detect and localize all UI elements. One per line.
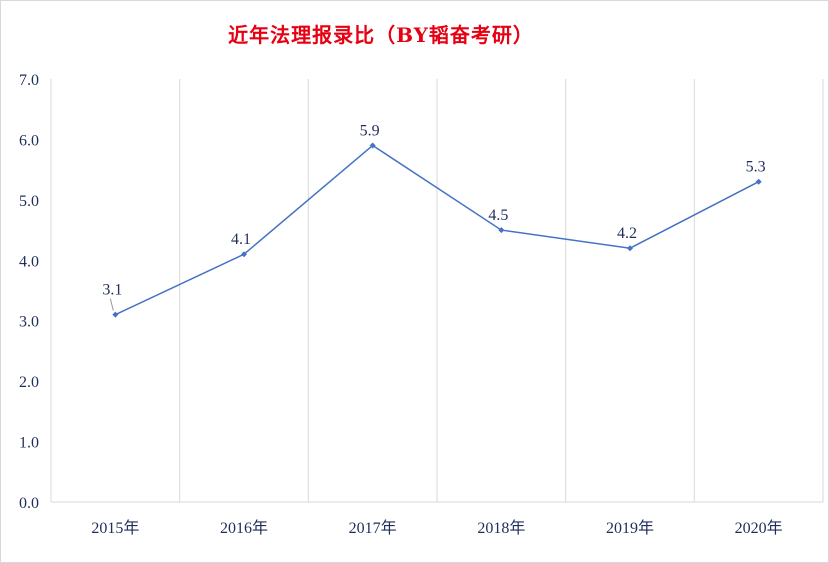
data-point <box>369 142 376 149</box>
x-tick-label: 2019年 <box>606 519 654 537</box>
data-point <box>755 178 762 185</box>
y-tick-label: 3.0 <box>19 314 39 331</box>
x-tick-label: 2015年 <box>91 519 139 537</box>
y-tick-label: 0.0 <box>19 495 39 512</box>
data-label: 4.5 <box>488 207 508 224</box>
data-point <box>241 251 247 258</box>
x-tick-label: 2016年 <box>220 519 268 537</box>
series-line <box>115 144 760 316</box>
data-point <box>498 227 505 234</box>
data-point <box>627 245 633 252</box>
data-label: 4.1 <box>231 231 251 248</box>
y-tick-label: 4.0 <box>19 253 39 270</box>
y-tick-label: 5.0 <box>19 193 39 210</box>
x-tick-label: 2020年 <box>735 519 783 537</box>
x-tick-label: 2017年 <box>349 519 397 537</box>
y-tick-label: 6.0 <box>19 132 39 149</box>
y-tick-label: 1.0 <box>19 435 39 452</box>
chart-title: 近年法理报录比（BY韬奋考研） <box>228 23 534 47</box>
y-tick-label: 2.0 <box>19 374 39 391</box>
data-label: 5.9 <box>360 122 380 139</box>
data-label-leader <box>109 298 114 311</box>
y-tick-label: 7.0 <box>19 72 39 89</box>
data-point <box>112 311 119 318</box>
data-label: 4.2 <box>617 225 637 242</box>
data-label: 3.1 <box>102 282 122 299</box>
x-tick-label: 2018年 <box>477 519 525 537</box>
data-label: 5.3 <box>746 159 766 176</box>
